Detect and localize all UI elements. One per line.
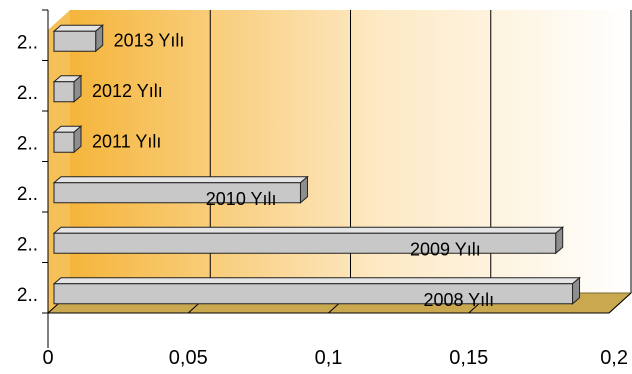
bars: 2013 Yılı 2012 Yılı 2011 Yılı 2010 Yılı 2009… bbox=[52, 24, 581, 310]
category-labels: 2.. 2.. 2.. 2.. 2.. 2.. bbox=[17, 32, 38, 306]
left-wall bbox=[48, 10, 70, 313]
bar-data-label: 2010 Yılı bbox=[206, 189, 277, 209]
bar bbox=[52, 24, 105, 53]
x-tick-label: 0,2 bbox=[600, 347, 628, 369]
bar bbox=[52, 276, 581, 305]
bar-data-label: 2008 Yılı bbox=[423, 290, 494, 310]
x-tick-label: 0,1 bbox=[315, 347, 343, 369]
y-tick-label: 2.. bbox=[17, 184, 38, 205]
axes bbox=[42, 9, 609, 348]
y-tick-label: 2.. bbox=[17, 285, 38, 306]
x-tick-label: 0 bbox=[42, 347, 53, 369]
bar-front-face bbox=[53, 30, 97, 52]
y-tick-label: 2.. bbox=[17, 32, 38, 53]
bar-data-label: 2011 Yılı bbox=[92, 131, 161, 151]
bar-top-face bbox=[52, 176, 309, 184]
bar-data-label: 2009 Yılı bbox=[410, 239, 481, 259]
bar-front-face bbox=[53, 182, 301, 204]
bar-top-face bbox=[52, 24, 105, 32]
plot-background bbox=[46, 10, 632, 314]
bar bbox=[52, 125, 83, 154]
floor-gridline bbox=[608, 292, 632, 314]
y-tick-label: 2.. bbox=[17, 133, 38, 154]
bar-data-label: 2012 Yılı bbox=[92, 81, 163, 101]
bar-data-label: 2013 Yılı bbox=[114, 30, 185, 50]
x-tick-labels: 0 0,05 0,1 0,15 0,2 bbox=[42, 347, 628, 369]
x-tick-label: 0,05 bbox=[169, 347, 208, 369]
bar-front-face bbox=[53, 232, 557, 254]
bar-top-face bbox=[52, 226, 565, 234]
bar bbox=[52, 74, 83, 103]
bar bbox=[52, 175, 309, 204]
bar-top-face bbox=[52, 277, 581, 285]
bar-front-face bbox=[53, 283, 574, 305]
y-tick-label: 2.. bbox=[17, 234, 38, 255]
bar bbox=[52, 226, 565, 255]
y-tick-label: 2.. bbox=[17, 83, 38, 104]
x-tick-label: 0,15 bbox=[449, 347, 488, 369]
bar-front-face bbox=[53, 81, 75, 103]
bar-front-face bbox=[53, 131, 75, 153]
